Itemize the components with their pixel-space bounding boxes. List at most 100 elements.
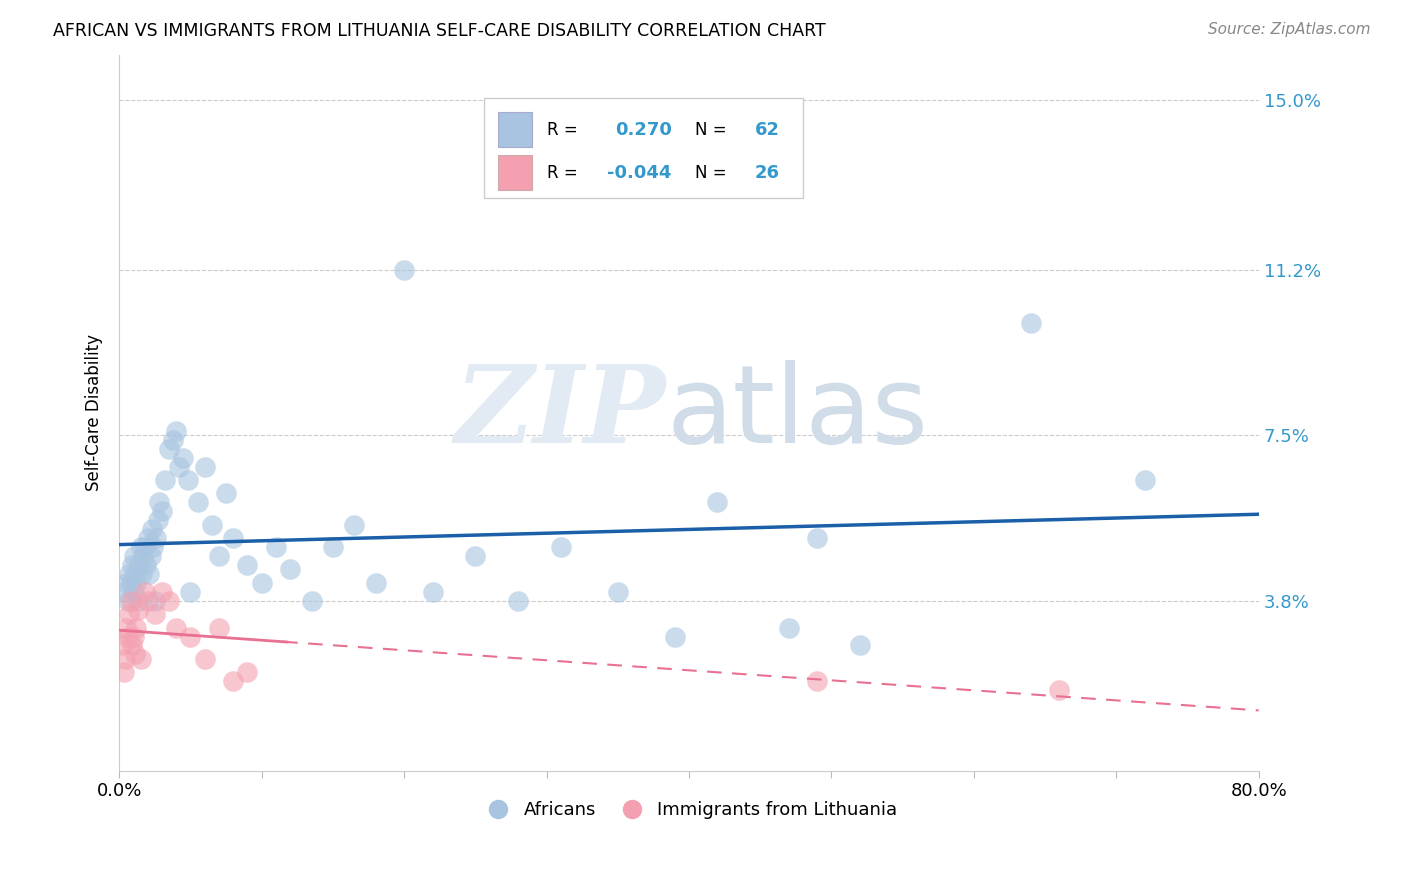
Point (157, 442, 180, 456)
Point (187, 495, 209, 509)
Point (121, 558, 143, 572)
Point (117, 593, 139, 607)
Point (157, 593, 180, 607)
Point (236, 665, 259, 680)
Point (122, 584, 145, 599)
Point (150, 584, 173, 599)
Point (145, 531, 167, 545)
Point (215, 486, 238, 500)
Point (162, 433, 184, 447)
Point (115, 575, 138, 590)
Point (139, 549, 162, 563)
Point (236, 558, 259, 572)
Point (129, 652, 152, 666)
Text: R =: R = (547, 121, 582, 139)
Point (136, 593, 159, 607)
Point (1133, 473, 1156, 487)
Point (849, 639, 872, 653)
Point (392, 262, 415, 277)
Y-axis label: Self-Care Disability: Self-Care Disability (86, 334, 103, 491)
FancyBboxPatch shape (498, 112, 531, 146)
Point (165, 424, 187, 438)
Point (112, 584, 135, 599)
Point (131, 566, 153, 581)
Point (806, 674, 828, 689)
Point (208, 621, 231, 635)
Point (322, 540, 344, 554)
Point (179, 584, 201, 599)
Text: atlas: atlas (666, 359, 928, 466)
Text: R =: R = (547, 164, 582, 182)
Point (135, 558, 157, 572)
Point (222, 531, 245, 545)
Point (706, 495, 728, 509)
Text: 26: 26 (755, 164, 780, 182)
Point (120, 575, 142, 590)
Point (120, 593, 142, 607)
FancyBboxPatch shape (498, 155, 531, 190)
Point (143, 593, 166, 607)
Point (606, 584, 628, 599)
Point (122, 549, 145, 563)
Point (118, 607, 141, 622)
Point (343, 517, 366, 532)
Text: AFRICAN VS IMMIGRANTS FROM LITHUANIA SELF-CARE DISABILITY CORRELATION CHART: AFRICAN VS IMMIGRANTS FROM LITHUANIA SEL… (53, 22, 827, 40)
Text: -0.044: -0.044 (607, 164, 671, 182)
Point (125, 621, 148, 635)
Point (112, 665, 135, 680)
Text: 62: 62 (755, 121, 780, 139)
Point (124, 648, 146, 662)
Point (146, 513, 169, 527)
Point (121, 639, 143, 653)
Point (278, 562, 301, 576)
Legend: Africans, Immigrants from Lithuania: Africans, Immigrants from Lithuania (474, 794, 905, 826)
Text: N =: N = (695, 164, 731, 182)
Point (118, 566, 141, 581)
Point (134, 540, 156, 554)
Point (778, 621, 800, 635)
Point (301, 593, 323, 607)
Point (167, 459, 190, 474)
Point (117, 630, 139, 644)
Point (464, 549, 486, 563)
Point (125, 575, 148, 590)
Point (141, 522, 163, 536)
Point (165, 621, 187, 635)
Point (153, 473, 176, 487)
Point (264, 540, 287, 554)
Point (1019, 317, 1042, 331)
Point (127, 593, 149, 607)
Point (506, 593, 529, 607)
Point (143, 607, 166, 622)
Point (138, 566, 160, 581)
Point (128, 558, 150, 572)
Point (208, 549, 231, 563)
Text: 0.270: 0.270 (614, 121, 672, 139)
Text: ZIP: ZIP (454, 359, 666, 466)
Point (550, 540, 572, 554)
Point (222, 674, 245, 689)
Text: N =: N = (695, 121, 731, 139)
Point (201, 517, 224, 532)
Point (422, 584, 444, 599)
Point (114, 652, 136, 666)
Point (194, 459, 217, 474)
Point (250, 575, 273, 590)
FancyBboxPatch shape (484, 98, 803, 198)
Point (129, 540, 152, 554)
Point (134, 584, 156, 599)
Point (111, 639, 134, 653)
Point (115, 621, 138, 635)
Text: Source: ZipAtlas.com: Source: ZipAtlas.com (1208, 22, 1371, 37)
Point (122, 630, 145, 644)
Point (176, 473, 198, 487)
Point (806, 531, 828, 545)
Point (364, 575, 387, 590)
Point (664, 630, 686, 644)
Point (142, 540, 165, 554)
Point (124, 566, 146, 581)
Point (179, 630, 201, 644)
Point (194, 652, 217, 666)
Point (172, 450, 194, 465)
Point (136, 531, 159, 545)
